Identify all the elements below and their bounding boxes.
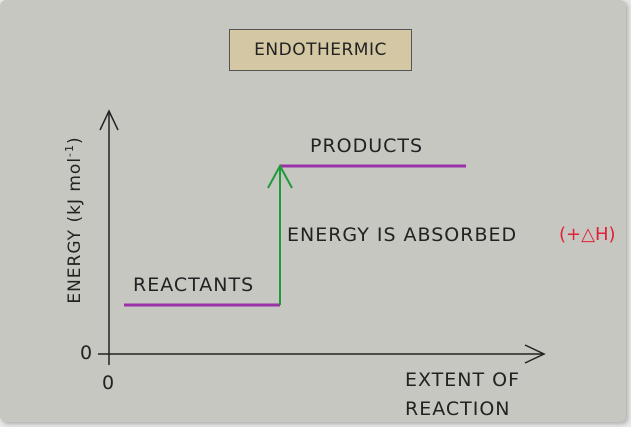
x-axis-label-line1: EXTENT OF [405,369,521,391]
delta-h-label: (+△H) [559,224,616,245]
x-axis-arrowhead [524,344,546,364]
y-origin-label: 0 [80,342,94,364]
x-axis-label-line2: REACTION [405,398,511,420]
y-axis-arrowhead [99,109,119,131]
x-origin-label: 0 [102,372,116,394]
title: ENDOTHERMIC [254,40,387,60]
energy-arrowhead [267,163,293,189]
reactants-label: REACTANTS [133,274,255,296]
y-axis-label: ENERGY (kJ mol-1) [63,136,85,304]
title-box: ENDOTHERMIC [229,29,412,71]
energy-absorbed-label: ENERGY IS ABSORBED [287,224,518,246]
products-label: PRODUCTS [310,135,424,157]
